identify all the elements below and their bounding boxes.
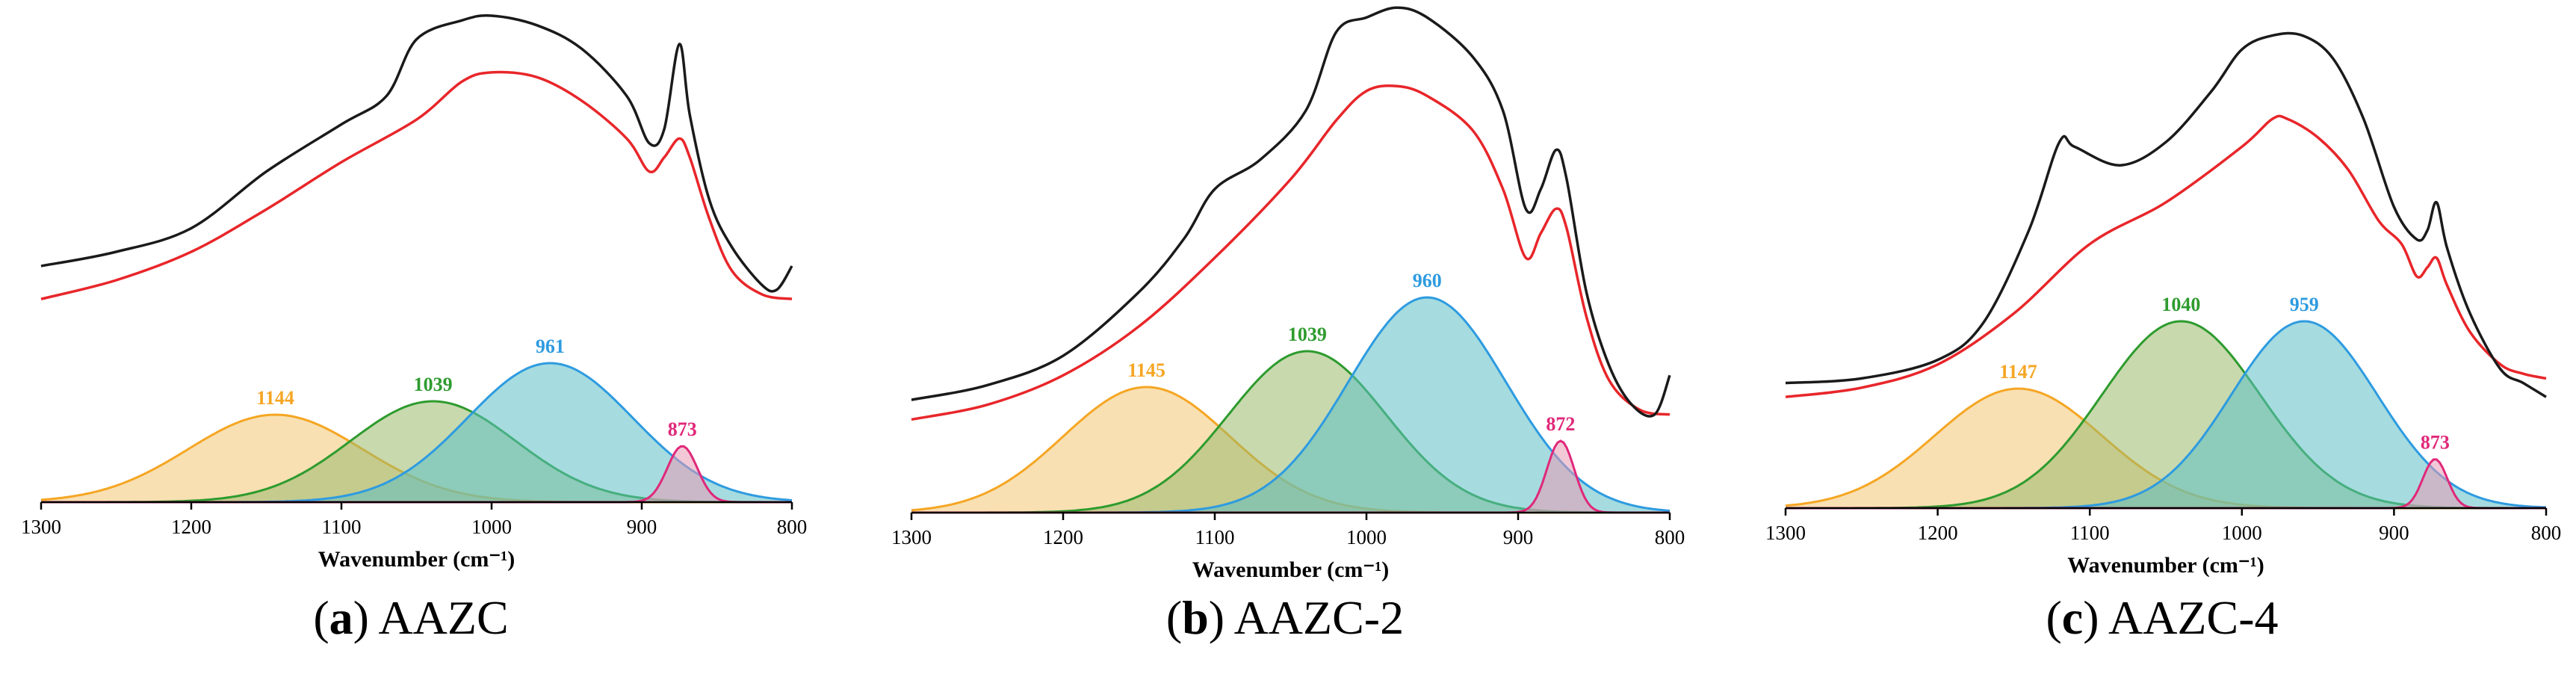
peak-label-959: 959: [2290, 294, 2319, 315]
peak-fill-959: [1786, 321, 2546, 508]
measured-spectrum-curve: [911, 6, 1671, 418]
peak-label-873: 873: [2421, 431, 2450, 453]
peak-label-873: 873: [668, 418, 697, 440]
peak-fill-961: [41, 363, 792, 502]
measured-spectrum-curve: [1785, 31, 2547, 398]
x-tick-label-1300: 1300: [891, 526, 932, 548]
x-tick-label-1100: 1100: [322, 516, 362, 538]
x-tick-label-1100: 1100: [1195, 526, 1235, 548]
caption-c-text: AAZC-4: [2108, 591, 2279, 644]
fitted-sum-curve: [1785, 114, 2547, 398]
peak-label-1147: 1147: [1999, 361, 2037, 383]
x-axis-title: Wavenumber (cm⁻¹): [1192, 557, 1389, 582]
x-tick-label-1200: 1200: [171, 516, 211, 538]
chart-b: 1145 1039 960 872 1300 1200 1100 1000 900 800 Wave…: [891, 6, 1685, 582]
peak-fill-1040: [1786, 321, 2546, 508]
chart-panel-a: 1144 1039 961 873 1300 1200 1100 1000 900 800 Wave…: [0, 0, 822, 674]
x-tick-label-1300: 1300: [1765, 522, 1806, 544]
peak-label-960: 960: [1413, 270, 1442, 291]
x-tick-label-1200: 1200: [1918, 522, 1958, 544]
chart-c: 1147 1040 959 873 1300 1200 1100 1000 900 800 Wave…: [1765, 31, 2562, 578]
peak-label-1039: 1039: [1288, 324, 1327, 345]
x-axis-title: Wavenumber (cm⁻¹): [2067, 553, 2264, 578]
caption-a: (a) AAZC: [313, 591, 509, 644]
caption-c-letter: c: [2061, 591, 2084, 644]
x-tick-label-1100: 1100: [2070, 522, 2110, 544]
x-tick-label-1000: 1000: [2222, 522, 2262, 544]
peak-fill-1144: [41, 415, 792, 502]
peak-label-1145: 1145: [1127, 359, 1165, 381]
x-tick-label-900: 900: [1503, 526, 1534, 548]
caption-b-letter: b: [1182, 591, 1209, 644]
x-tick-label-900: 900: [2379, 522, 2409, 544]
x-tick-label-900: 900: [627, 516, 657, 538]
x-tick-label-800: 800: [777, 516, 808, 538]
peak-label-1040: 1040: [2161, 294, 2200, 315]
peak-fill-1039: [911, 351, 1670, 513]
peak-fill-1145: [911, 387, 1670, 513]
caption-c: (c) AAZC-4: [2046, 591, 2279, 644]
x-tick-label-800: 800: [1655, 526, 1685, 548]
x-tick-label-800: 800: [2531, 522, 2562, 544]
chart-panel-b: 1145 1039 960 872 1300 1200 1100 1000 900 800 Wave…: [867, 0, 1703, 674]
x-tick-label-1000: 1000: [1346, 526, 1387, 548]
caption-b: (b) AAZC-2: [1165, 591, 1405, 644]
chart-panel-c: 1147 1040 959 873 1300 1200 1100 1000 900 800 Wave…: [1748, 0, 2576, 674]
chart-a: 1144 1039 961 873 1300 1200 1100 1000 900 800 Wave…: [21, 14, 808, 572]
fitted-sum-curve: [40, 70, 793, 300]
peak-label-872: 872: [1546, 413, 1575, 435]
peak-fill-960: [911, 297, 1670, 513]
measured-spectrum-curve: [40, 14, 793, 293]
fitted-sum-curve: [911, 84, 1671, 421]
x-tick-label-1200: 1200: [1043, 526, 1083, 548]
peak-fill-1039: [41, 401, 792, 502]
peak-label-961: 961: [536, 336, 565, 357]
peak-fill-1147: [1786, 389, 2546, 508]
peak-label-1039: 1039: [414, 374, 453, 395]
x-tick-label-1300: 1300: [21, 516, 61, 538]
caption-a-letter: a: [329, 591, 353, 644]
caption-b-text: AAZC-2: [1233, 591, 1405, 644]
caption-a-text: AAZC: [378, 591, 509, 644]
peak-label-1144: 1144: [256, 387, 294, 409]
x-axis-title: Wavenumber (cm⁻¹): [318, 547, 515, 572]
x-tick-label-1000: 1000: [471, 516, 512, 538]
